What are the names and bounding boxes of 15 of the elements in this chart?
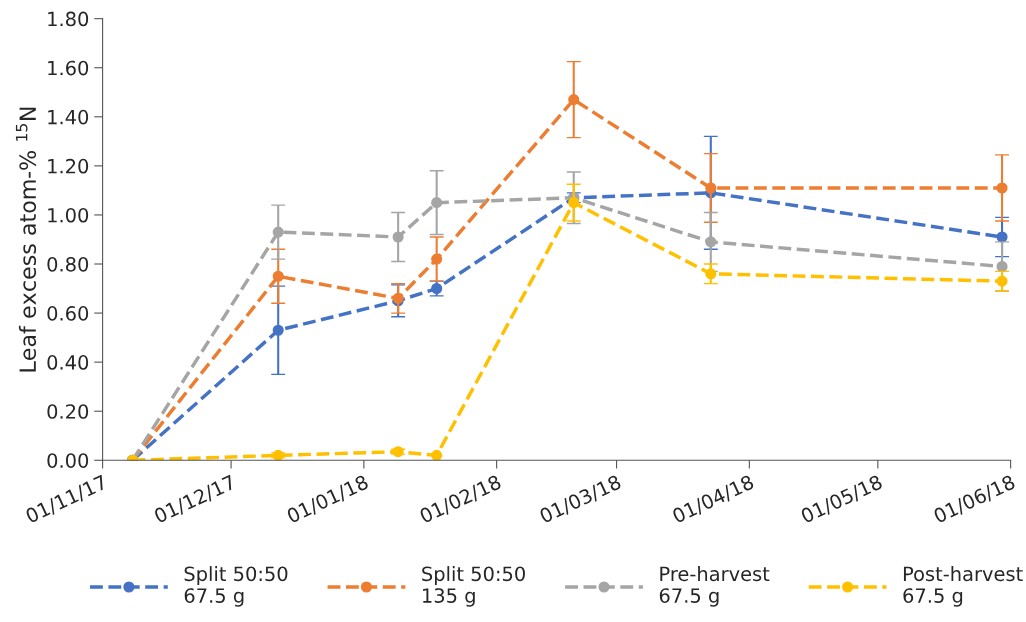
y-tick-label: 0.60	[47, 306, 89, 321]
y-tick-label: 1.40	[48, 109, 89, 125]
y-tick-label: 0.00	[47, 453, 89, 468]
y-tick-label: 0.40	[47, 355, 89, 370]
y-axis-title: Leaf excess atom-% $^{15}$N	[15, 107, 37, 372]
y-tick-label: 1.60	[48, 60, 89, 76]
y-tick-label: 0.20	[47, 404, 89, 419]
y-tick-label: 1.00	[48, 207, 89, 223]
legend-label: Split 50:50 67.5 g	[184, 566, 288, 607]
legend-label: Post-harvest 67.5 g	[903, 566, 1023, 607]
legend-label: Split 50:50 135 g	[422, 566, 525, 607]
y-tick-label: 0.80	[47, 256, 89, 272]
legend-label: Pre-harvest 67.5 g	[659, 566, 770, 607]
y-tick-label: 1.20	[48, 158, 89, 174]
y-tick-label: 1.80	[48, 11, 89, 27]
